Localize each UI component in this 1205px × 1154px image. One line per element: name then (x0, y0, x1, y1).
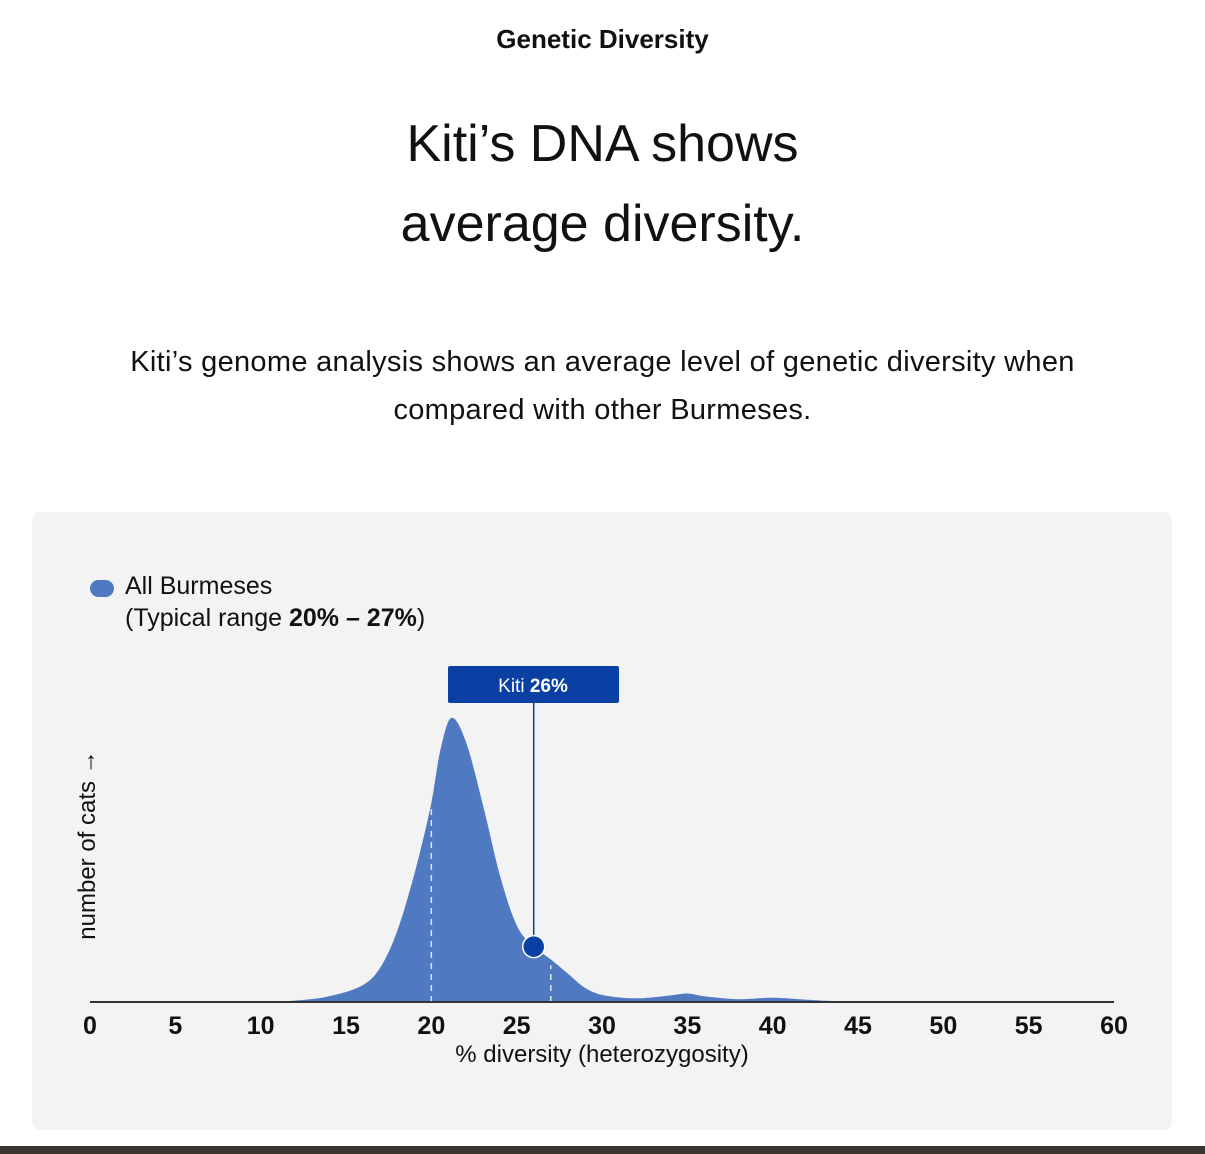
x-tick-label: 30 (588, 1012, 616, 1040)
range-prefix: (Typical range (125, 604, 289, 632)
x-tick-label: 35 (673, 1012, 701, 1040)
legend-range: (Typical range 20% – 27%) (125, 602, 425, 634)
marker-label-box (448, 666, 619, 703)
x-tick-label: 25 (503, 1012, 531, 1040)
x-tick-label: 50 (929, 1012, 957, 1040)
description-line: compared with other Burmeses. (393, 394, 812, 426)
description: Kiti’s genome analysis shows an average … (40, 338, 1165, 434)
x-tick-label: 45 (844, 1012, 872, 1040)
marker-label: Kiti 26% (498, 676, 568, 697)
legend-swatch (90, 580, 114, 597)
page-title: Kiti’s DNA shows average diversity. (0, 104, 1205, 264)
bottom-bar (0, 1146, 1205, 1154)
density-area (90, 717, 1114, 1002)
chart-card (32, 512, 1172, 1130)
x-tick-label: 40 (759, 1012, 787, 1040)
x-tick-label: 15 (332, 1012, 360, 1040)
section-eyebrow: Genetic Diversity (496, 24, 709, 54)
title-line: average diversity. (400, 195, 805, 253)
range-suffix: ) (416, 604, 426, 632)
x-axis-label: % diversity (heterozygosity) (455, 1041, 748, 1068)
y-axis-label: number of cats → (74, 750, 101, 939)
x-tick-label: 10 (247, 1012, 275, 1040)
x-tick-label: 5 (168, 1012, 182, 1040)
legend-series: All Burmeses (125, 572, 273, 600)
description-line: Kiti’s genome analysis shows an average … (130, 346, 1075, 378)
title-line: Kiti’s DNA shows (406, 115, 799, 173)
kiti-marker-point (521, 934, 546, 959)
legend: All Burmeses (Typical range 20% – 27%) (90, 570, 425, 634)
x-tick-label: 60 (1100, 1012, 1128, 1040)
range-value: 20% – 27% (288, 604, 417, 632)
x-tick-label: 55 (1015, 1012, 1043, 1040)
x-tick-label: 0 (83, 1012, 97, 1040)
x-tick-label: 20 (417, 1012, 445, 1040)
